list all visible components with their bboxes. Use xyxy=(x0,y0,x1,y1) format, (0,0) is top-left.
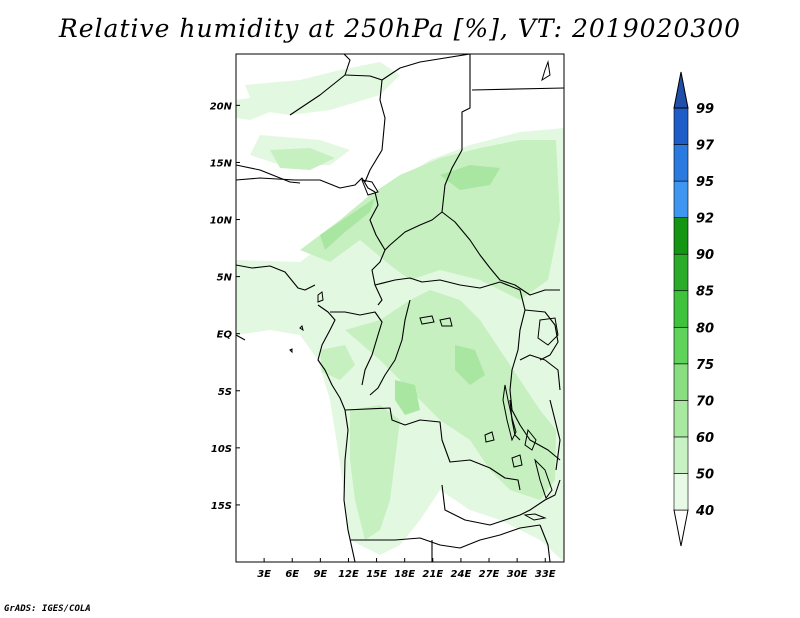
colorbar-label: 97 xyxy=(696,139,715,154)
colorbar-label: 99 xyxy=(696,102,714,117)
colorbar-label: 50 xyxy=(696,467,714,482)
colorbar-segment xyxy=(673,400,689,438)
lon-tick-label: 6E xyxy=(285,569,299,580)
colorbar-label: 60 xyxy=(696,431,714,446)
colorbar: 40 50 60 70 75 80 85 90 92 95 97 99 xyxy=(673,71,715,547)
lat-tick-label: 15N xyxy=(210,158,233,169)
lon-tick-label: 33E xyxy=(535,569,556,580)
colorbar-label: 95 xyxy=(696,175,714,190)
latitude-axis: 20N 15N 10N 5N EQ 5S 10S 15S xyxy=(210,101,240,512)
lon-tick-label: 9E xyxy=(313,569,327,580)
colorbar-label: 90 xyxy=(696,248,714,263)
longitude-axis: 3E 6E 9E 12E 15E 18E 21E 24E 27E 30E 33E xyxy=(257,558,556,580)
country-borders xyxy=(236,54,564,562)
colorbar-high-arrow xyxy=(673,71,689,109)
lat-tick-label: EQ xyxy=(217,330,233,341)
colorbar-label: 92 xyxy=(696,212,714,227)
lon-tick-label: 27E xyxy=(479,569,500,580)
colorbar-segment xyxy=(673,290,689,328)
colorbar-label: 80 xyxy=(696,321,714,336)
colorbar-segment xyxy=(673,180,689,218)
map-frame xyxy=(235,53,565,563)
colorbar-label: 75 xyxy=(696,358,714,373)
colorbar-segment xyxy=(673,144,689,182)
colorbar-label: 70 xyxy=(696,394,714,409)
lat-tick-label: 15S xyxy=(211,501,232,512)
grads-credit: GrADS: IGES/COLA xyxy=(4,604,91,614)
lat-tick-label: 5S xyxy=(218,387,232,398)
lat-tick-label: 20N xyxy=(210,101,233,112)
lon-tick-label: 3E xyxy=(257,569,271,580)
lat-tick-label: 10N xyxy=(210,216,233,227)
colorbar-segment xyxy=(673,363,689,401)
lat-tick-label: 10S xyxy=(211,444,232,455)
map-title: Relative humidity at 250hPa [%], VT: 201… xyxy=(58,14,742,43)
colorbar-segment xyxy=(673,107,689,145)
humidity-shading xyxy=(236,62,564,562)
colorbar-segment xyxy=(673,473,689,511)
colorbar-segment xyxy=(673,436,689,474)
colorbar-low-arrow xyxy=(673,509,689,547)
colorbar-label: 40 xyxy=(695,504,714,519)
lon-tick-label: 21E xyxy=(422,569,443,580)
colorbar-segment xyxy=(673,253,689,292)
lon-tick-label: 15E xyxy=(366,569,387,580)
lon-tick-label: 12E xyxy=(338,569,359,580)
colorbar-segment xyxy=(673,217,689,255)
colorbar-label: 85 xyxy=(696,285,714,300)
lakes-and-islands xyxy=(289,60,559,521)
lon-tick-label: 24E xyxy=(451,569,472,580)
colorbar-segment xyxy=(673,326,689,365)
lon-tick-label: 18E xyxy=(394,569,415,580)
lat-tick-label: 5N xyxy=(217,273,233,284)
lon-tick-label: 30E xyxy=(507,569,528,580)
